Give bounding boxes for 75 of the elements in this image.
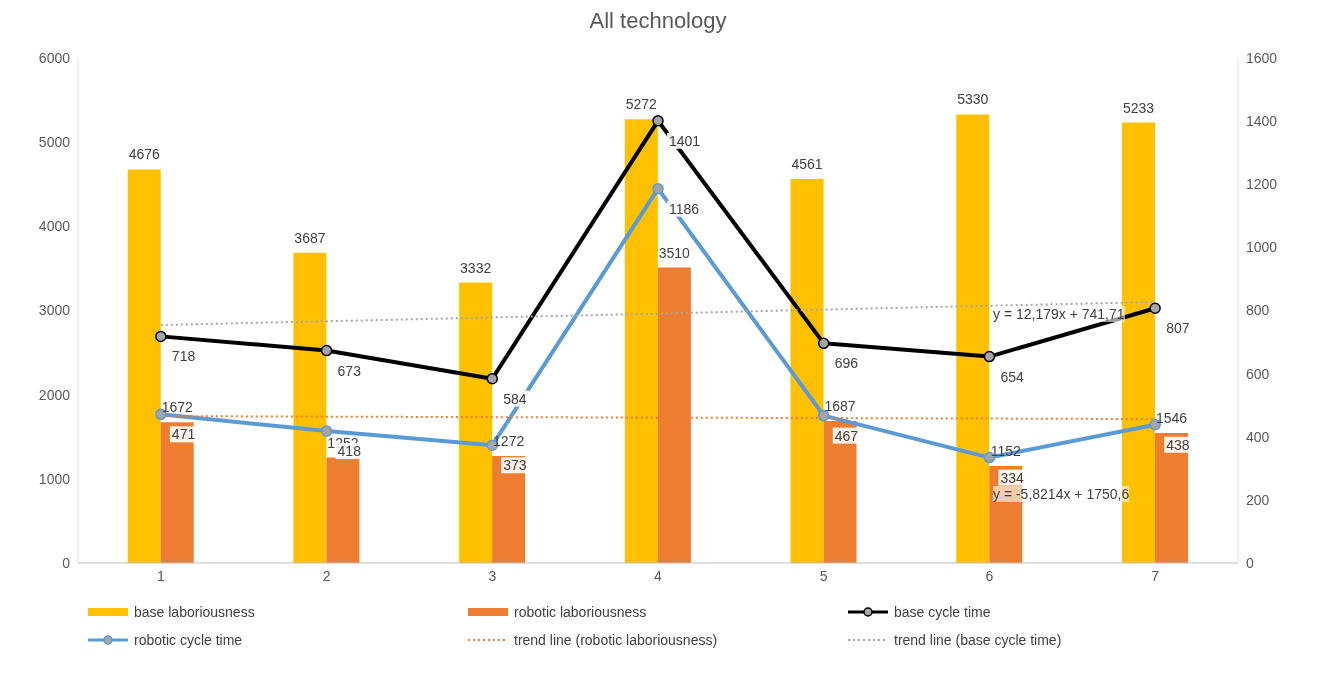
data-label: 1687 — [824, 398, 856, 415]
y2-tick-label: 1200 — [1246, 176, 1278, 193]
x-tick-label: 4 — [654, 567, 663, 584]
y-tick-label: 4000 — [38, 218, 71, 235]
y-tick-label: 2000 — [38, 386, 71, 403]
data-label: 334 — [1000, 469, 1024, 486]
y-tick-label: 5000 — [38, 134, 71, 151]
point — [817, 337, 830, 350]
x-tick-label: 2 — [322, 567, 331, 584]
data-label: 5233 — [1122, 99, 1155, 116]
point — [817, 409, 830, 422]
x-tick-label: 5 — [819, 567, 828, 584]
data-label: 373 — [503, 457, 527, 474]
data-label: 4676 — [128, 146, 160, 163]
point — [652, 182, 664, 195]
point — [155, 330, 167, 343]
data-label: 1546 — [1155, 409, 1188, 426]
data-label: 3510 — [658, 244, 691, 261]
bar — [127, 169, 161, 563]
y2-tick-label: 800 — [1246, 302, 1270, 319]
data-label: 718 — [171, 348, 196, 365]
data-label: 467 — [834, 427, 859, 444]
y-tick-label: 0 — [62, 554, 71, 571]
legend-label: robotic cycle time — [134, 632, 243, 648]
data-label: 3332 — [460, 259, 492, 276]
data-label: 807 — [1166, 320, 1190, 337]
point — [652, 115, 664, 127]
chart-title: All technology — [588, 8, 728, 35]
x-tick-label: 1 — [156, 567, 165, 584]
data-label: 5272 — [625, 96, 658, 113]
data-label: 471 — [171, 426, 196, 443]
y2-tick-label: 400 — [1246, 428, 1270, 445]
legend-label: trend line (base cycle time) — [894, 632, 1062, 648]
data-label: 696 — [834, 355, 859, 372]
data-label: 654 — [1000, 368, 1024, 385]
annotation: y = 12,179x + 741,71 — [993, 306, 1125, 322]
legend-label: base cycle time — [894, 604, 991, 620]
bar — [956, 114, 990, 563]
bar — [459, 282, 493, 563]
point — [486, 372, 499, 385]
y2-tick-label: 1400 — [1246, 113, 1278, 130]
y-tick-label: 1000 — [38, 470, 71, 487]
bar — [823, 421, 857, 563]
bar — [293, 252, 327, 563]
data-label: 1186 — [669, 200, 700, 217]
data-label: 673 — [337, 362, 362, 379]
data-label: 1672 — [161, 399, 193, 416]
y2-tick-label: 200 — [1246, 491, 1270, 508]
data-label: 1401 — [669, 132, 701, 149]
bar — [160, 422, 194, 563]
legend-label: trend line (robotic laboriousness) — [514, 632, 718, 648]
x-tick-label: 7 — [1151, 567, 1160, 584]
y2-tick-label: 1600 — [1246, 49, 1278, 66]
x-tick-label: 3 — [488, 567, 497, 584]
annotation: y = -5,8214x + 1750,6 — [993, 486, 1130, 502]
legend-label: robotic laboriousness — [514, 604, 647, 620]
point — [320, 425, 333, 437]
point — [1149, 302, 1161, 315]
data-label: 3687 — [294, 229, 326, 246]
data-label: 584 — [503, 390, 527, 407]
bar — [624, 119, 658, 563]
point — [983, 350, 996, 363]
data-label: 438 — [1166, 436, 1190, 453]
point — [320, 344, 333, 357]
bar — [790, 179, 824, 563]
y2-tick-label: 1000 — [1246, 239, 1278, 256]
x-tick-label: 6 — [985, 567, 994, 584]
data-label: 5330 — [957, 91, 989, 108]
y2-tick-label: 0 — [1246, 554, 1254, 571]
y-tick-label: 3000 — [38, 302, 71, 319]
y-tick-label: 6000 — [38, 49, 71, 66]
data-label: 4561 — [791, 156, 823, 173]
bar — [1155, 432, 1188, 563]
legend-label: base laboriousness — [134, 604, 255, 620]
y2-tick-label: 600 — [1246, 365, 1270, 382]
